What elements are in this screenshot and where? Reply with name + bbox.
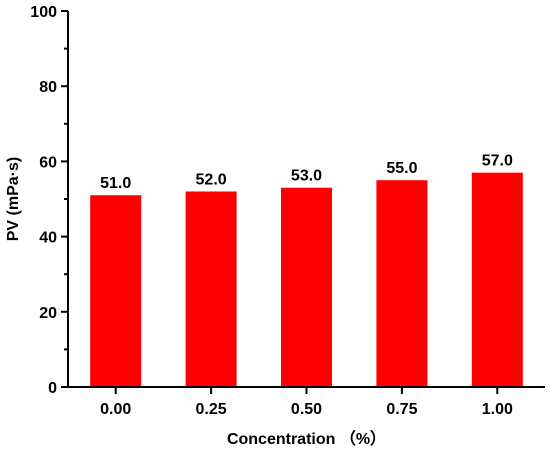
x-tick-label: 0.50 bbox=[291, 401, 322, 418]
bar bbox=[90, 195, 142, 387]
bar bbox=[471, 172, 523, 387]
x-ticks-layer: 0.00 0.25 0.50 0.75 1.00 bbox=[100, 387, 513, 418]
y-tick-label: 100 bbox=[30, 4, 57, 21]
bar-value-label: 57.0 bbox=[482, 153, 513, 170]
y-tick-label: 40 bbox=[39, 230, 57, 247]
x-tick-label: 0.75 bbox=[386, 401, 417, 418]
bar-value-label: 55.0 bbox=[386, 160, 417, 177]
y-ticks-layer: 0 20 40 60 80 100 bbox=[30, 4, 68, 397]
data-labels-layer: 51.0 52.0 53.0 55.0 57.0 bbox=[100, 153, 513, 193]
y-tick-label: 0 bbox=[48, 380, 57, 397]
bar-value-label: 51.0 bbox=[100, 175, 131, 192]
y-tick-label: 20 bbox=[39, 305, 57, 322]
y-axis-title: PV (mPa·s) bbox=[5, 157, 22, 241]
bars-layer bbox=[90, 172, 523, 387]
x-axis-title: Concentration （%） bbox=[227, 430, 386, 448]
bar bbox=[376, 180, 428, 387]
bar-value-label: 53.0 bbox=[291, 168, 322, 185]
x-tick-label: 0.25 bbox=[196, 401, 227, 418]
bar-value-label: 52.0 bbox=[196, 171, 227, 188]
y-tick-label: 60 bbox=[39, 154, 57, 171]
x-tick-label: 0.00 bbox=[100, 401, 131, 418]
bar bbox=[281, 187, 332, 387]
y-tick-label: 80 bbox=[39, 79, 57, 96]
bar bbox=[185, 191, 237, 387]
x-tick-label: 1.00 bbox=[482, 401, 513, 418]
